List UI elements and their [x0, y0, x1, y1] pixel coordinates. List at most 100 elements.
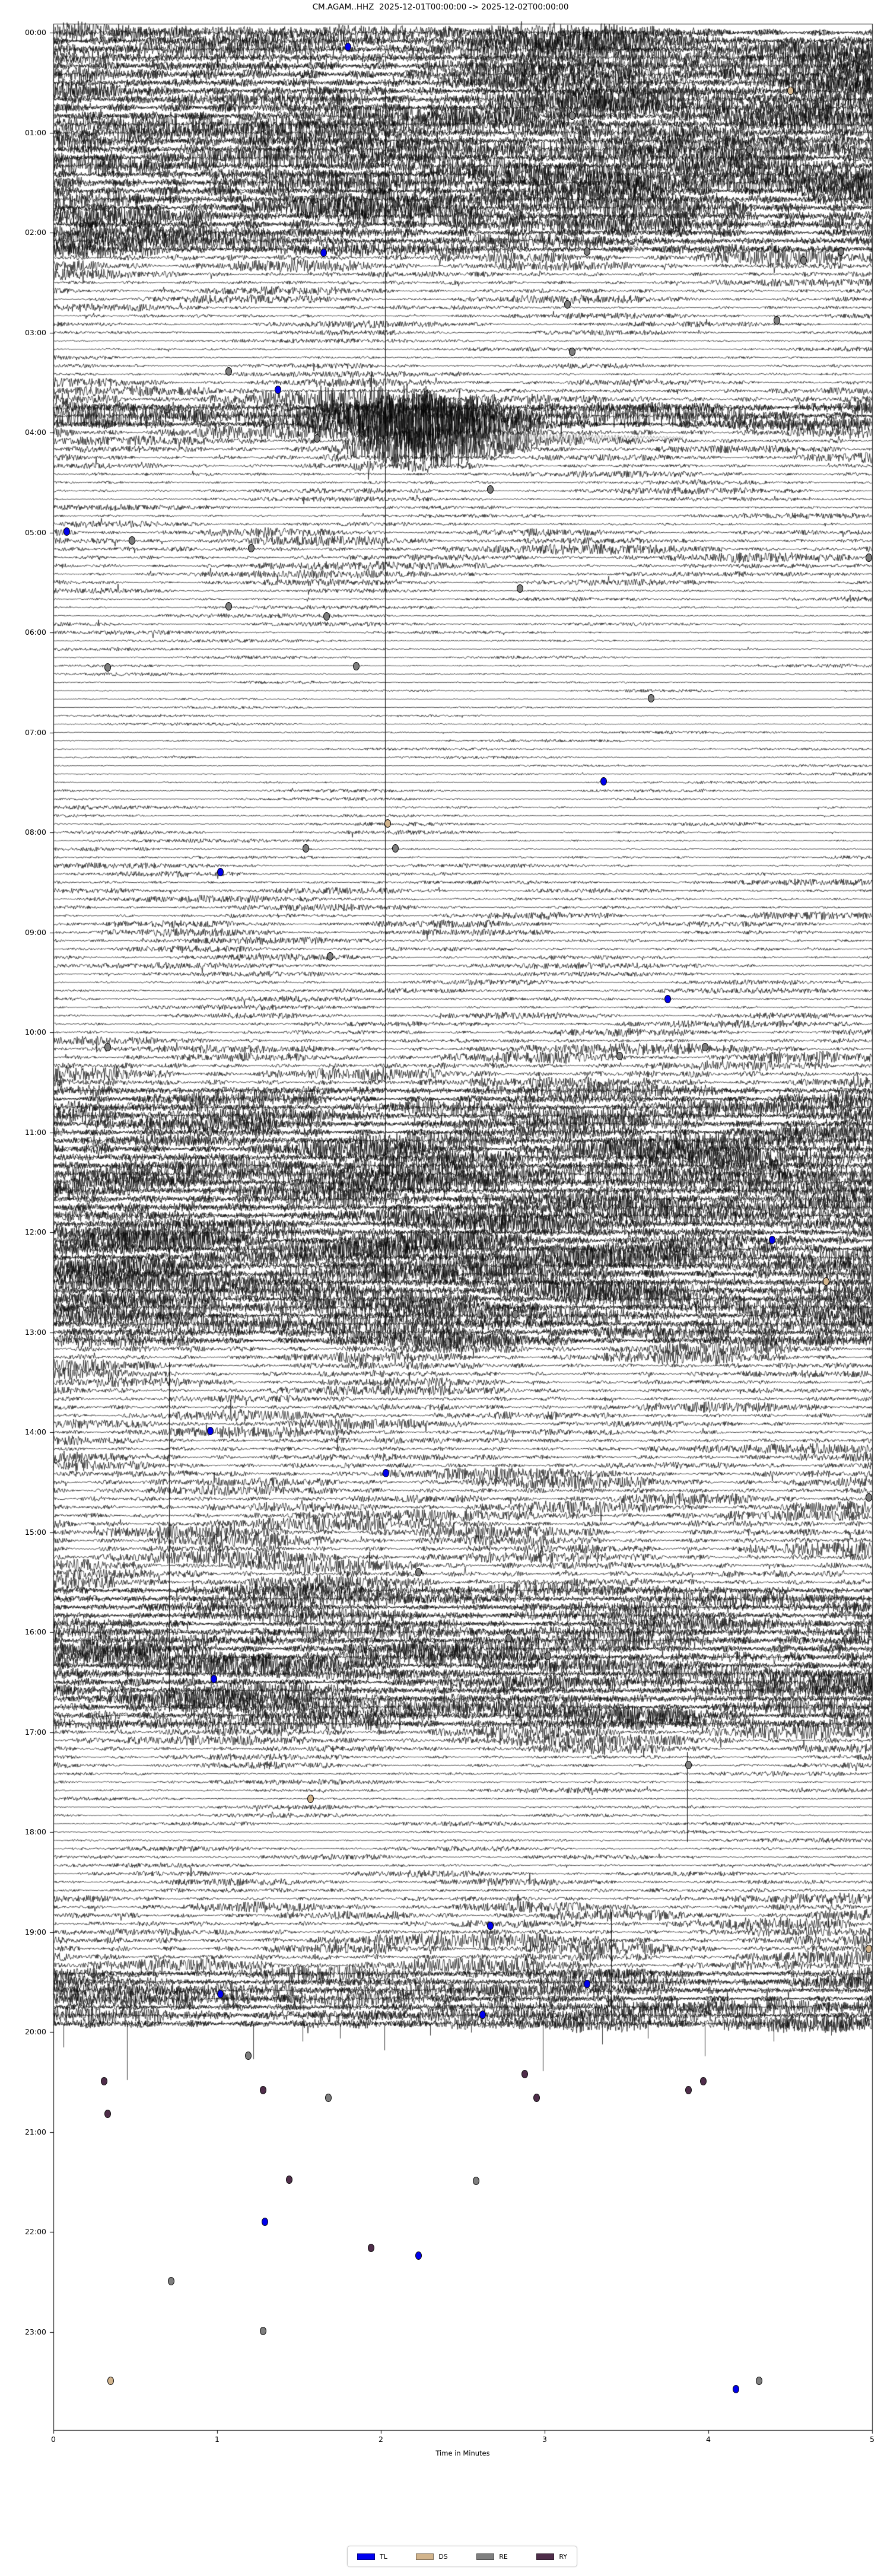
event-marker-tl [320, 248, 327, 257]
event-marker-re [244, 2052, 252, 2060]
y-tick-label: 05:00 [24, 527, 46, 537]
y-tick-label: 01:00 [24, 128, 46, 137]
event-marker-ry [101, 2076, 108, 2085]
event-marker-re [865, 1493, 872, 1502]
legend-item-re: RE [476, 2553, 508, 2561]
event-marker-ds [823, 1277, 830, 1286]
event-marker-re [392, 844, 399, 853]
y-tick-label: 12:00 [24, 1227, 46, 1236]
legend-item-ry: RY [536, 2553, 567, 2561]
event-marker-re [564, 300, 571, 309]
event-marker-ry [259, 2085, 266, 2094]
legend-swatch-ry [536, 2553, 555, 2560]
y-tick-label: 00:00 [24, 28, 46, 37]
event-marker-ry [104, 2110, 111, 2119]
x-tick-label: 1 [215, 2435, 220, 2444]
x-tick-label: 2 [379, 2435, 383, 2444]
event-marker-ry [533, 2094, 540, 2103]
y-tick-label: 09:00 [24, 927, 46, 937]
event-marker-re [472, 2177, 479, 2186]
event-marker-tl [479, 2011, 486, 2020]
event-marker-re [225, 602, 232, 611]
event-marker-re [756, 2377, 763, 2386]
event-marker-re [168, 2276, 175, 2285]
x-axis-title: Time in Minutes [435, 2449, 490, 2457]
y-tick-label: 21:00 [24, 2127, 46, 2136]
legend-swatch-tl [357, 2553, 375, 2560]
event-marker-tl [487, 1922, 494, 1931]
legend-swatch-re [476, 2553, 495, 2560]
legend-label-tl: TL [380, 2552, 387, 2561]
event-marker-tl [345, 42, 352, 51]
event-marker-re [616, 1052, 624, 1061]
event-marker-re [323, 612, 330, 621]
legend-label-ds: DS [438, 2552, 448, 2561]
event-marker-re [104, 1043, 111, 1052]
y-tick-label: 06:00 [24, 628, 46, 637]
event-marker-tl [733, 2384, 740, 2393]
y-tick-label: 13:00 [24, 1327, 46, 1337]
event-marker-re [326, 952, 333, 961]
event-marker-tl [217, 1989, 224, 1998]
event-marker-re [545, 1652, 552, 1661]
y-tick-label: 08:00 [24, 828, 46, 837]
event-marker-re [701, 1043, 708, 1052]
event-marker-ry [285, 2176, 292, 2184]
legend-swatch-ds [416, 2553, 434, 2560]
y-tick-label: 19:00 [24, 1927, 46, 1936]
event-marker-re [774, 316, 781, 325]
event-marker-re [505, 1634, 512, 1643]
event-marker-ds [787, 86, 794, 95]
event-marker-re [865, 553, 872, 562]
event-marker-tl [261, 2218, 268, 2227]
y-tick-label: 17:00 [24, 1727, 46, 1737]
event-marker-tl [415, 2251, 422, 2260]
event-marker-re [259, 2326, 266, 2335]
x-tick-label: 0 [51, 2435, 56, 2444]
y-tick-label: 14:00 [24, 1427, 46, 1436]
event-marker-tl [600, 777, 607, 786]
event-marker-re [569, 111, 576, 120]
event-marker-tl [217, 868, 224, 877]
y-tick-label: 04:00 [24, 428, 46, 437]
y-tick-label: 11:00 [24, 1127, 46, 1137]
y-tick-label: 23:00 [24, 2327, 46, 2336]
y-tick-label: 07:00 [24, 727, 46, 737]
event-marker-re [838, 247, 845, 256]
event-marker-re [325, 2094, 332, 2103]
y-tick-label: 16:00 [24, 1627, 46, 1636]
event-marker-re [517, 584, 524, 593]
event-marker-tl [210, 1675, 217, 1684]
event-marker-re [647, 694, 654, 703]
y-tick-label: 22:00 [24, 2227, 46, 2236]
event-marker-tl [274, 385, 281, 394]
legend-label-ry: RY [559, 2552, 567, 2561]
y-tick-label: 03:00 [24, 327, 46, 337]
event-marker-re [313, 434, 320, 443]
event-marker-re [685, 1761, 692, 1770]
event-marker-tl [664, 995, 671, 1004]
y-tick-label: 20:00 [24, 2027, 46, 2036]
event-marker-re [746, 145, 753, 154]
event-marker-re [248, 544, 255, 553]
event-marker-ds [107, 2377, 115, 2386]
x-tick-label: 3 [542, 2435, 547, 2444]
event-marker-ds [865, 1945, 872, 1954]
event-marker-re [415, 1567, 422, 1576]
event-marker-tl [769, 1236, 776, 1245]
event-marker-re [487, 485, 494, 494]
event-marker-ds [384, 819, 391, 828]
legend-item-tl: TL [357, 2553, 387, 2561]
legend-item-ds: DS [416, 2552, 448, 2561]
event-marker-tl [63, 527, 70, 536]
legend: TL DS RE RY [347, 2546, 577, 2567]
x-tick-label: 4 [706, 2435, 711, 2444]
event-marker-tl [584, 1980, 591, 1989]
event-marker-tl [382, 1469, 389, 1478]
y-tick-label: 18:00 [24, 1827, 46, 1836]
y-tick-label: 15:00 [24, 1527, 46, 1537]
event-marker-re [800, 256, 807, 265]
event-marker-tl [207, 1427, 214, 1436]
x-tick-label: 5 [870, 2435, 874, 2444]
